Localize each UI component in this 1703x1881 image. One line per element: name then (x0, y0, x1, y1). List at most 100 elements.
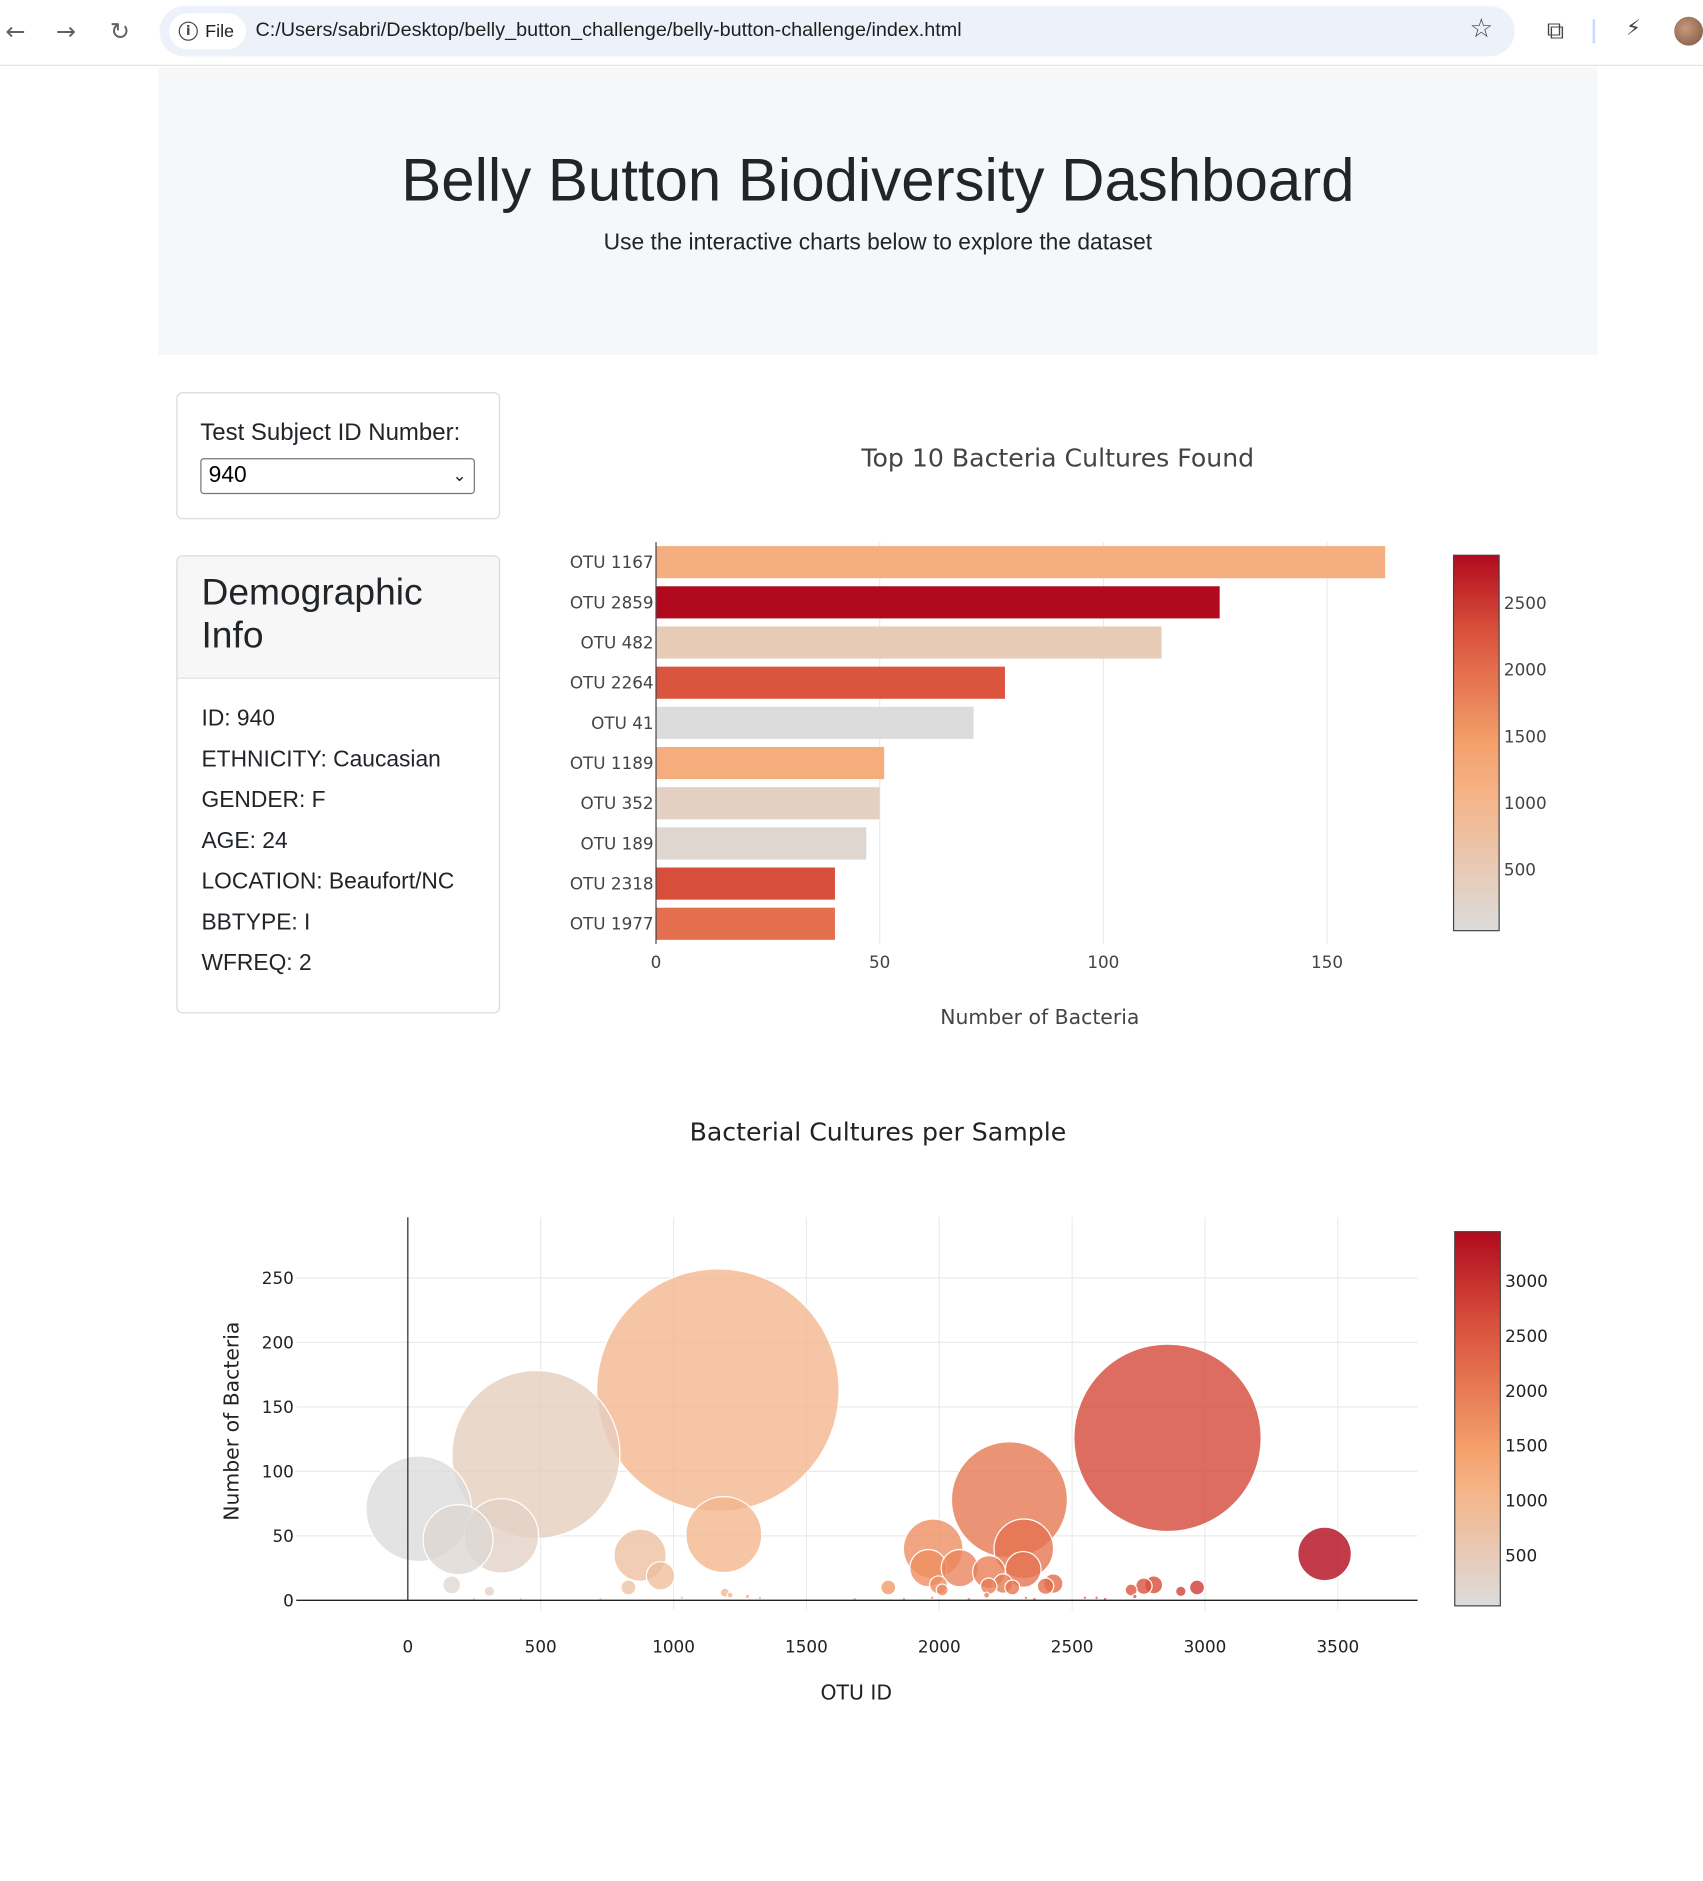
bubble-chart-title: Bacterial Cultures per Sample (690, 1118, 1067, 1147)
top10-bar-chart[interactable]: 0 50 100 150 OTU 1167 OTU 2859 OTU 482 OTU 2264… (528, 408, 1607, 1056)
bar-y-tick: OTU 1167 (570, 552, 654, 572)
bubble-x-tick: 3500 (1316, 1637, 1359, 1657)
address-bar[interactable]: i File C:/Users/sabri/Desktop/belly_butt… (159, 5, 1515, 57)
bubble-point[interactable] (1094, 1595, 1099, 1601)
bubble-point[interactable] (620, 1579, 637, 1596)
back-arrow-icon[interactable]: ← (5, 16, 26, 46)
subject-id-select[interactable]: 940 ⌄ (200, 458, 475, 495)
bubble-point[interactable] (1188, 1579, 1206, 1596)
demographic-item: GENDER: F (201, 787, 326, 814)
bubble-point[interactable] (1135, 1577, 1153, 1595)
bar-y-tick: OTU 2318 (570, 874, 654, 894)
extensions-icon[interactable]: ⧉ (1546, 15, 1565, 45)
site-info-label: File (205, 20, 235, 42)
bubble-point[interactable] (744, 1593, 751, 1600)
bar-y-tick: OTU 1977 (570, 914, 654, 934)
profile-avatar[interactable] (1674, 16, 1703, 46)
bubble-point[interactable] (1023, 1595, 1029, 1601)
bubble-point[interactable] (1297, 1526, 1352, 1582)
bubble-colorbar-scale (1454, 1231, 1501, 1607)
bar[interactable] (656, 666, 1005, 699)
bubble-point[interactable] (935, 1583, 949, 1597)
bubble-x-tick: 1000 (652, 1637, 695, 1657)
bar-colorbar-tick: 1000 (1504, 793, 1547, 813)
bubble-y-tick: 200 (262, 1332, 294, 1352)
bubble-point[interactable] (1175, 1585, 1187, 1598)
bubble-point[interactable] (1082, 1595, 1088, 1601)
bubble-y-tick: 250 (262, 1268, 294, 1288)
bar-chart-title: Top 10 Bacteria Cultures Found (860, 444, 1254, 473)
bar-x-tick: 100 (1087, 952, 1119, 972)
bar[interactable] (656, 787, 880, 820)
bubble-x-tick: 2000 (918, 1637, 961, 1657)
bar-colorbar-tick: 2000 (1504, 660, 1547, 680)
bubble-x-tick: 2500 (1051, 1637, 1094, 1657)
header-jumbotron: Belly Button Biodiversity Dashboard Use … (158, 67, 1598, 355)
bubble-point[interactable] (1132, 1593, 1138, 1600)
bar[interactable] (656, 706, 974, 739)
bubble-point[interactable] (685, 1496, 763, 1574)
url-text[interactable]: C:/Users/sabri/Desktop/belly_button_chal… (255, 19, 962, 41)
demographic-item: AGE: 24 (201, 828, 288, 854)
bar[interactable] (656, 907, 835, 940)
browser-toolbar: ← → ↻ i File C:/Users/sabri/Desktop/bell… (0, 0, 1703, 66)
info-icon: i (178, 21, 198, 41)
bubble-x-tick: 500 (525, 1637, 557, 1657)
bar[interactable] (656, 626, 1162, 659)
bubble-colorbar-tick: 2500 (1505, 1326, 1548, 1346)
bubble-point[interactable] (442, 1575, 462, 1595)
bubble-x-tick: 1500 (785, 1637, 828, 1657)
bubble-point[interactable] (982, 1591, 991, 1599)
bubble-point[interactable] (1073, 1343, 1262, 1533)
reload-icon[interactable]: ↻ (109, 16, 130, 46)
bubble-point[interactable] (880, 1579, 897, 1596)
demographic-item: BBTYPE: I (201, 910, 311, 936)
forward-arrow-icon[interactable]: → (55, 16, 77, 46)
demographic-card-header: Demographic Info (177, 556, 499, 679)
bar[interactable] (656, 867, 835, 900)
star-icon[interactable]: ☆ (1469, 14, 1494, 45)
demographic-item: LOCATION: Beaufort/NC (201, 869, 455, 895)
bar[interactable] (656, 827, 867, 860)
bar-y-tick: OTU 352 (581, 793, 654, 813)
bubble-colorbar: 500 1000 1500 2000 2500 3000 (1454, 1231, 1548, 1607)
bubble-point[interactable] (1036, 1577, 1055, 1595)
bubble-point[interactable] (422, 1504, 494, 1576)
bar-y-tick: OTU 1189 (570, 753, 654, 773)
bubble-colorbar-tick: 1000 (1505, 1491, 1548, 1511)
bubble-x-tick: 0 (402, 1637, 413, 1657)
bubble-colorbar-tick: 2000 (1505, 1381, 1548, 1401)
bubble-y-tick: 150 (262, 1397, 294, 1417)
bar[interactable] (656, 586, 1220, 619)
page-subtitle: Use the interactive charts below to expl… (603, 230, 1153, 256)
bubble-y-tick: 0 (283, 1590, 294, 1610)
demographic-list: ID: 940 ETHNICITY: Caucasian GENDER: F A… (201, 705, 454, 990)
bar-x-tick: 0 (651, 952, 662, 972)
bubble-point[interactable] (1124, 1583, 1138, 1597)
bubble-point[interactable] (483, 1585, 496, 1598)
bar[interactable] (656, 546, 1386, 579)
demographic-item: ETHNICITY: Caucasian (201, 747, 441, 773)
bar-x-tick: 50 (869, 952, 890, 972)
bubble-point[interactable] (679, 1595, 685, 1601)
bubble-point[interactable] (645, 1561, 676, 1591)
bar[interactable] (656, 746, 885, 780)
performance-icon[interactable]: ⚡ (1625, 15, 1642, 41)
bubble-point[interactable] (757, 1595, 763, 1601)
bar-y-tick: OTU 2264 (570, 673, 654, 693)
demographic-info-card: Demographic Info ID: 940 ETHNICITY: Cauca… (176, 555, 501, 1014)
bubble-point[interactable] (929, 1595, 935, 1601)
bubble-point[interactable] (1004, 1579, 1021, 1596)
bubble-y-tick: 100 (262, 1461, 294, 1481)
bubble-chart[interactable]: 0 500 1000 1500 2000 2500 3000 3500 0 50 100 150 200… (180, 1097, 1607, 1721)
demographic-item: WFREQ: 2 (201, 951, 312, 977)
bar-colorbar-scale (1452, 554, 1500, 932)
bubble-point[interactable] (979, 1577, 998, 1595)
bar-colorbar-tick: 1500 (1504, 726, 1547, 746)
bubble-point[interactable] (596, 1268, 840, 1512)
bubble-colorbar-tick: 3000 (1505, 1271, 1548, 1291)
site-info-chip[interactable]: i File (169, 13, 247, 50)
demographic-item: ID: 940 (201, 706, 275, 732)
bubble-chart-xlabel: OTU ID (821, 1680, 893, 1704)
bubble-point[interactable] (726, 1591, 734, 1599)
